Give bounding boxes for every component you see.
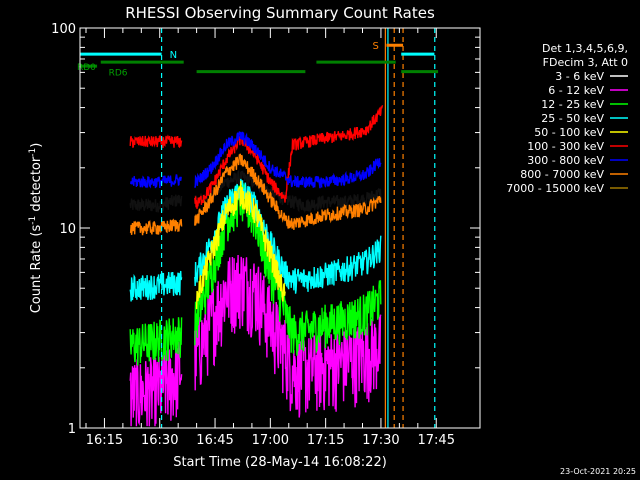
series-50-100-kev	[195, 180, 286, 310]
legend-label: 6 - 12 keV	[548, 84, 604, 97]
x-tick-label: 16:30	[141, 433, 178, 448]
x-axis-label: Start Time (28-May-14 16:08:22)	[173, 455, 387, 470]
series-line	[129, 341, 183, 427]
series-line	[321, 158, 382, 188]
series-line	[321, 104, 384, 144]
series-line	[194, 182, 323, 356]
series-line	[129, 218, 183, 236]
chart-title: RHESSI Observing Summary Count Rates	[125, 4, 435, 22]
legend-label: 50 - 100 keV	[534, 126, 604, 139]
legend-label: 25 - 50 keV	[541, 112, 604, 125]
series-line	[129, 270, 183, 302]
series-line	[194, 254, 323, 418]
legend-label: 3 - 6 keV	[555, 70, 604, 83]
series-line	[195, 180, 286, 310]
series-line	[129, 174, 183, 189]
x-tick-label: 17:15	[307, 433, 344, 448]
status-flags: N S RD0 RD6	[77, 28, 439, 428]
flag-label: N	[170, 50, 177, 61]
series-100-300-kev	[129, 104, 384, 209]
series-line	[321, 314, 382, 412]
series-line	[321, 280, 382, 349]
series-line	[194, 132, 323, 209]
flag-label: RD0	[77, 63, 96, 73]
legend: Det 1,3,4,5,6,9, FDecim 3, Att 0 3 - 6 k…	[506, 42, 628, 195]
x-tick-label: 17:00	[252, 433, 289, 448]
y-tick-label: 1	[68, 422, 76, 437]
x-tick-label: 16:45	[196, 433, 233, 448]
legend-header-2: FDecim 3, Att 0	[543, 56, 628, 69]
series-line	[129, 317, 183, 366]
x-tick-label: 17:45	[418, 433, 455, 448]
legend-label: 7000 - 15000 keV	[506, 182, 604, 195]
series-line	[194, 131, 323, 189]
legend-header-1: Det 1,3,4,5,6,9,	[542, 42, 628, 55]
series-12-25-kev	[129, 182, 382, 366]
x-tick-label: 16:15	[86, 433, 123, 448]
y-tick-label: 10	[59, 222, 76, 237]
footer-timestamp: 23-Oct-2021 20:25	[560, 467, 636, 476]
series-line	[129, 134, 183, 149]
y-tick-label: 100	[51, 22, 76, 37]
series-6-12-kev	[129, 254, 382, 427]
x-tick-label: 17:30	[362, 433, 399, 448]
series-line	[194, 153, 323, 230]
legend-label: 800 - 7000 keV	[520, 168, 604, 181]
series-line	[129, 194, 183, 213]
legend-label: 300 - 800 keV	[527, 154, 604, 167]
series-line	[321, 235, 382, 289]
y-axis-label: Count Rate (s-1 detector-1)	[28, 143, 44, 314]
flag-label: S	[372, 41, 378, 52]
legend-label: 100 - 300 keV	[527, 140, 604, 153]
series-800-7000-kev	[129, 153, 382, 236]
axes: 16:15 16:30 16:45 17:00 17:15 17:30 17:45 1 10 10…	[51, 22, 481, 448]
series-line	[321, 195, 382, 224]
data-marks	[129, 104, 384, 427]
series-300-800-kev	[129, 131, 382, 189]
legend-label: 12 - 25 keV	[541, 98, 604, 111]
flag-label: RD6	[109, 69, 128, 79]
